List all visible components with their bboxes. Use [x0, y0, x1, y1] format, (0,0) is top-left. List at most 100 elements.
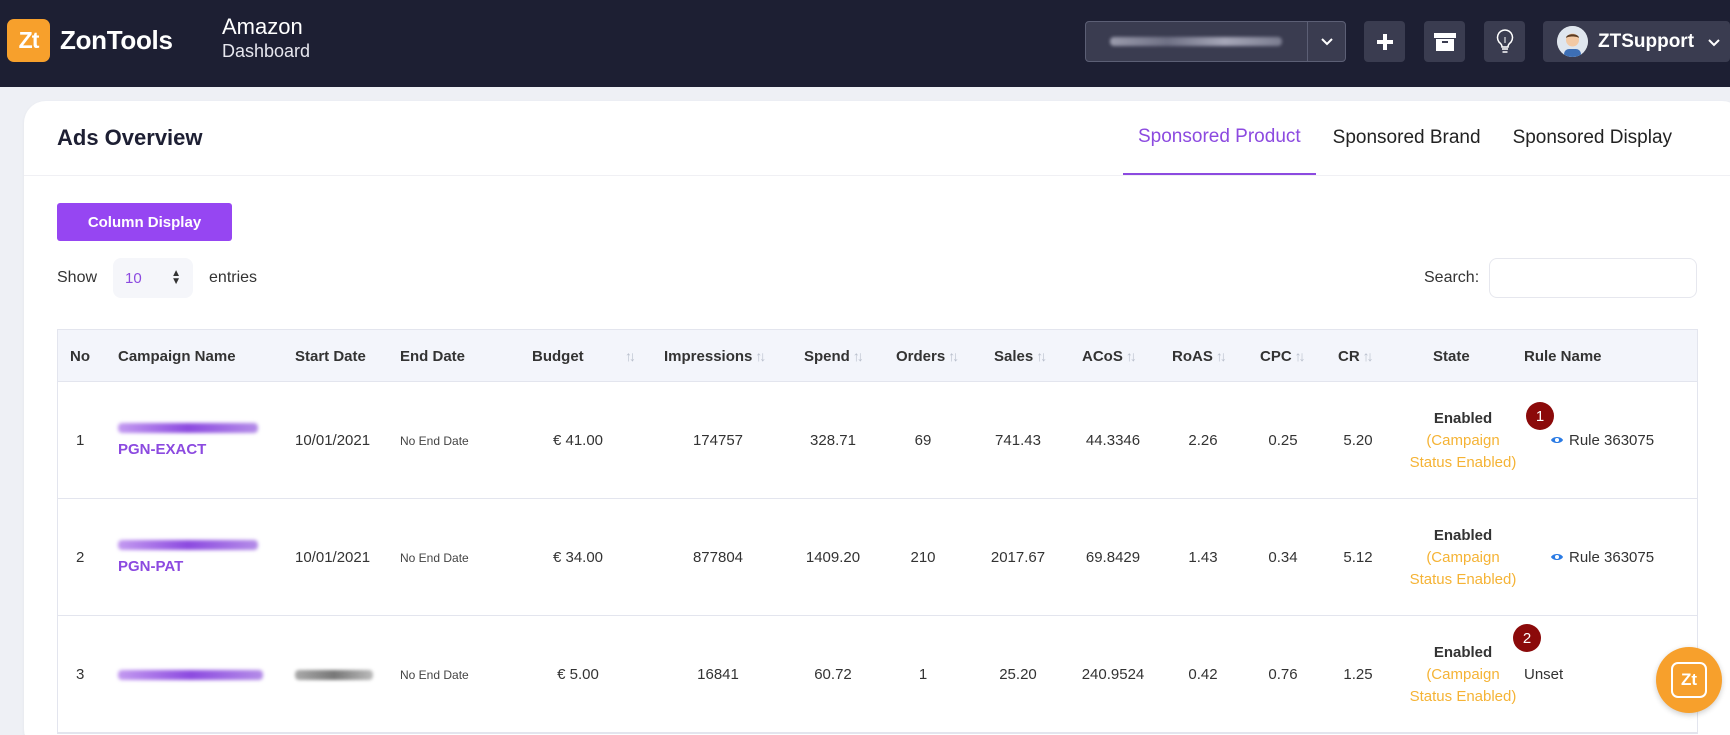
search-input[interactable] [1489, 258, 1698, 298]
cell-spend: 328.71 [810, 432, 856, 449]
eye-icon[interactable] [1550, 550, 1564, 565]
cell-budget: € 5.00 [557, 666, 599, 683]
cell-cpc: 0.34 [1268, 549, 1298, 566]
table-row: 2 PGN-PAT 10/01/2021 No End Date € 34.00… [58, 499, 1697, 616]
cell-roas: 1.43 [1188, 549, 1218, 566]
search-control: Search: [1424, 258, 1698, 298]
col-sales[interactable]: Sales ↑↓ [994, 330, 1047, 382]
cell-roas: 2.26 [1188, 432, 1218, 449]
col-impressions-label: Impressions [664, 347, 753, 365]
cell-impressions: 877804 [692, 549, 744, 566]
store-select-value [1086, 22, 1307, 61]
col-roas-label: RoAS [1172, 347, 1213, 365]
tab-sponsored-brand[interactable]: Sponsored Brand [1332, 127, 1481, 148]
logo[interactable]: Zt ZonTools [7, 19, 173, 62]
tab-sponsored-product[interactable]: Sponsored Product [1123, 101, 1316, 175]
col-orders[interactable]: Orders ↑↓ [896, 330, 959, 382]
column-display-button[interactable]: Column Display [57, 203, 232, 241]
sort-icon: ↑↓ [625, 348, 636, 364]
col-impressions[interactable]: Impressions ↑↓ [664, 330, 766, 382]
blurred-campaign-name [118, 669, 263, 680]
tab-sponsored-display[interactable]: Sponsored Display [1512, 127, 1673, 148]
col-budget-sort[interactable]: ↑↓ [622, 330, 636, 382]
chat-button[interactable]: Zt [1656, 647, 1722, 713]
cell-budget: € 34.00 [552, 549, 604, 566]
lightbulb-icon [1496, 28, 1513, 53]
cell-impressions: 174757 [692, 432, 744, 449]
state-sub: (Campaign Status Enabled) [1409, 431, 1517, 471]
state-sub: (Campaign Status Enabled) [1409, 548, 1517, 588]
cell-sales: 741.43 [995, 432, 1041, 449]
cell-end-date: No End Date [400, 667, 469, 682]
user-menu[interactable]: ZTSupport [1543, 21, 1730, 62]
state-label: Enabled [1433, 643, 1493, 661]
sort-icon: ↑↓ [1362, 348, 1374, 364]
annotation-badge-2: 2 [1513, 624, 1541, 652]
cell-impressions: 16841 [697, 666, 739, 683]
cell-no: 3 [76, 666, 85, 683]
sort-icon: ↑↓ [1125, 348, 1137, 364]
store-select[interactable] [1085, 21, 1346, 62]
col-acos[interactable]: ACoS ↑↓ [1082, 330, 1137, 382]
eye-icon[interactable] [1550, 433, 1564, 448]
col-start-date[interactable]: Start Date [295, 347, 366, 365]
rule-name[interactable]: Rule 363075 [1569, 549, 1655, 566]
col-rule-name[interactable]: Rule Name [1524, 347, 1602, 365]
cell-no: 1 [76, 432, 85, 449]
cell-spend: 60.72 [814, 666, 852, 683]
entries-select[interactable]: 10 ▲ ▼ [113, 258, 194, 298]
state-label: Enabled [1433, 409, 1493, 427]
col-no[interactable]: No [70, 347, 90, 365]
col-sales-label: Sales [994, 347, 1034, 365]
cell-acos: 44.3346 [1085, 432, 1141, 449]
col-state[interactable]: State [1433, 347, 1470, 365]
chat-icon: Zt [1671, 662, 1707, 698]
chevron-down-icon[interactable] [1307, 22, 1345, 61]
divider [24, 175, 1730, 176]
campaigns-table: No Campaign Name Start Date End Date Bud… [57, 329, 1698, 734]
cell-rule[interactable]: Rule 363075 [1550, 499, 1654, 616]
ideas-button[interactable] [1484, 21, 1525, 62]
add-button[interactable] [1364, 21, 1405, 62]
col-budget[interactable]: Budget [532, 330, 584, 382]
chevron-down-icon [1708, 34, 1720, 50]
cell-campaign[interactable]: PGN-PAT [118, 499, 258, 616]
ads-overview-card: Ads Overview Sponsored Product Sponsored… [24, 101, 1730, 735]
plus-icon [1376, 33, 1393, 50]
page-length-control: Show 10 ▲ ▼ entries [57, 258, 257, 298]
cell-spend: 1409.20 [805, 549, 861, 566]
tabs: Sponsored Product Sponsored Brand Sponso… [1123, 101, 1689, 175]
cell-rule[interactable]: Rule 363075 [1550, 382, 1654, 499]
cell-budget: € 41.00 [552, 432, 604, 449]
sort-icon: ↑↓ [1036, 348, 1047, 364]
state-sub: (Campaign Status Enabled) [1409, 665, 1517, 705]
col-end-date[interactable]: End Date [400, 347, 466, 365]
col-acos-label: ACoS [1082, 347, 1123, 365]
campaign-name-suffix[interactable]: PGN-PAT [118, 558, 184, 575]
state-label: Enabled [1433, 526, 1493, 544]
archive-button[interactable] [1424, 21, 1465, 62]
col-roas[interactable]: RoAS ↑↓ [1172, 330, 1227, 382]
rule-name[interactable]: Rule 363075 [1569, 432, 1655, 449]
logo-mark: Zt [7, 19, 50, 62]
annotation-badge-1: 1 [1526, 402, 1554, 430]
table-header: No Campaign Name Start Date End Date Bud… [58, 330, 1697, 382]
col-spend[interactable]: Spend ↑↓ [804, 330, 864, 382]
logo-text: ZonTools [60, 25, 173, 55]
col-cpc[interactable]: CPC ↑↓ [1260, 330, 1306, 382]
sort-icon: ↑↓ [1215, 348, 1227, 364]
table-row: 3 No End Date € 5.00 16841 60.72 1 25.20… [58, 616, 1697, 733]
cell-campaign[interactable] [118, 616, 263, 733]
sort-updown-icon: ▲ ▼ [171, 268, 182, 287]
cell-state: Enabled (Campaign Status Enabled) [1408, 616, 1518, 733]
cell-cpc: 0.25 [1268, 432, 1298, 449]
cell-start-date: 10/01/2021 [295, 549, 371, 566]
col-cr[interactable]: CR ↑↓ [1338, 330, 1374, 382]
cell-campaign[interactable]: PGN-EXACT [118, 382, 258, 499]
cell-sales: 2017.67 [990, 549, 1046, 566]
table-row: 1 PGN-EXACT 10/01/2021 No End Date € 41.… [58, 382, 1697, 499]
cell-sales: 25.20 [999, 666, 1037, 683]
col-campaign-name[interactable]: Campaign Name [118, 347, 236, 365]
cell-rule[interactable]: Unset [1524, 666, 1564, 683]
campaign-name-suffix[interactable]: PGN-EXACT [118, 441, 207, 458]
